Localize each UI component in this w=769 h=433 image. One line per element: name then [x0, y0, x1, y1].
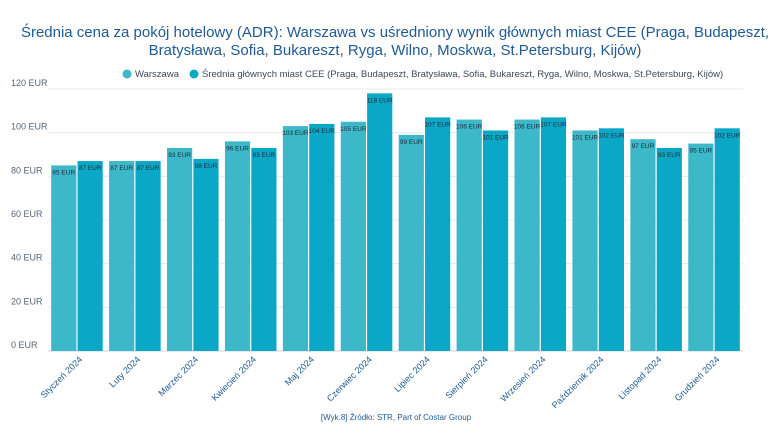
data-label: 95 EUR	[689, 148, 712, 155]
data-label: 93 EUR	[253, 152, 276, 159]
bar-warszawa	[282, 126, 309, 351]
bar-cee	[482, 130, 509, 351]
data-label: 99 EUR	[400, 139, 423, 146]
bar-warszawa	[572, 130, 598, 351]
data-label: 97 EUR	[632, 143, 655, 150]
data-label: 101 EUR	[572, 134, 599, 141]
y-axis: 0 EUR 20 EUR 40 EUR 60 EUR 80 EUR 100 EUR 120 …	[11, 78, 48, 350]
data-label: 85 EUR	[52, 169, 75, 176]
bar-cee	[251, 147, 277, 351]
data-labels: 85 EUR 87 EUR 87 EUR 87 EUR 93 EUR 88 EUR 96 E…	[52, 97, 740, 176]
data-label: 93 EUR	[658, 152, 681, 159]
legend-marker-warszawa	[122, 69, 132, 79]
x-tick-label: Październik 2024	[550, 354, 606, 410]
data-label: 103 EUR	[282, 130, 309, 137]
bar-warszawa	[109, 161, 135, 351]
data-label: 104 EUR	[309, 128, 336, 135]
data-label: 102 EUR	[598, 132, 625, 139]
chart-title-line-2: Bratysława, Sofia, Bukareszt, Ryga, Wiln…	[149, 42, 642, 59]
x-tick-label: Grudzień 2024	[673, 354, 722, 403]
bar-warszawa	[688, 143, 714, 351]
x-tick-label: Sierpień 2024	[443, 354, 489, 400]
y-tick-label: 100 EUR	[11, 122, 48, 132]
bar-cee	[77, 161, 103, 351]
y-tick-label: 0 EUR	[11, 340, 38, 350]
y-tick-label: 80 EUR	[11, 165, 43, 175]
bar-warszawa	[398, 134, 424, 351]
grid	[48, 88, 743, 352]
x-tick-label: Wrzesień 2024	[498, 354, 547, 403]
legend-marker-cee	[189, 69, 199, 79]
x-axis: Styczeń 2024 Luty 2024 Marzec 2024 Kwiecień…	[39, 354, 722, 410]
data-label: 96 EUR	[226, 145, 249, 152]
bar-warszawa	[456, 119, 482, 351]
bar-cee	[714, 128, 740, 351]
legend-label-warszawa: Warszawa	[135, 69, 180, 80]
x-tick-label: Lipiec 2024	[392, 354, 432, 394]
x-tick-label: Styczeń 2024	[39, 354, 85, 400]
data-label: 102 EUR	[714, 132, 741, 139]
bar-warszawa	[224, 141, 251, 351]
source-note: [Wyk.8] Źródło: STR, Part of Costar Grou…	[321, 413, 472, 422]
bar-warszawa	[514, 119, 540, 351]
legend-label-cee: Średnia głównych miast CEE (Praga, Budap…	[202, 68, 723, 80]
data-label: 87 EUR	[79, 165, 102, 172]
bar-warszawa	[630, 139, 656, 351]
x-tick-label: Listopad 2024	[616, 354, 663, 401]
x-tick-label: Maj 2024	[283, 354, 316, 387]
data-label: 118 EUR	[367, 97, 393, 104]
bar-cee	[540, 117, 567, 351]
x-tick-label: Czerwiec 2024	[325, 354, 374, 403]
chart-title: Średnia cena za pokój hotelowy (ADR): Wa…	[21, 23, 769, 59]
legend: Warszawa Średnia głównych miast CEE (Pra…	[122, 68, 723, 80]
bar-cee	[656, 147, 682, 351]
y-tick-label: 120 EUR	[11, 78, 48, 88]
bar-cee	[367, 93, 393, 351]
bar-cee	[193, 158, 219, 351]
bar-cee	[135, 161, 161, 351]
data-label: 101 EUR	[482, 134, 509, 141]
bar-warszawa	[340, 121, 366, 351]
y-tick-label: 60 EUR	[11, 209, 43, 219]
y-tick-label: 20 EUR	[11, 296, 43, 306]
x-tick-label: Luty 2024	[107, 354, 142, 389]
y-tick-label: 40 EUR	[11, 253, 43, 263]
data-label: 105 EUR	[340, 126, 367, 133]
data-label: 88 EUR	[195, 163, 218, 170]
data-label: 87 EUR	[137, 165, 160, 172]
data-label: 93 EUR	[168, 152, 191, 159]
data-label: 87 EUR	[110, 165, 133, 172]
data-label: 107 EUR	[424, 121, 451, 128]
data-label: 106 EUR	[514, 124, 541, 131]
data-label: 107 EUR	[540, 121, 567, 128]
bar-cee	[425, 117, 451, 351]
x-tick-label: Marzec 2024	[156, 354, 200, 398]
bar-cee	[309, 123, 335, 351]
bars	[51, 93, 740, 351]
chart-title-line-1: Średnia cena za pokój hotelowy (ADR): Wa…	[21, 23, 769, 41]
x-tick-label: Kwiecień 2024	[210, 354, 258, 402]
bar-cee	[598, 128, 624, 351]
data-label: 106 EUR	[456, 124, 483, 131]
bar-warszawa	[51, 165, 77, 351]
bar-warszawa	[167, 147, 193, 351]
